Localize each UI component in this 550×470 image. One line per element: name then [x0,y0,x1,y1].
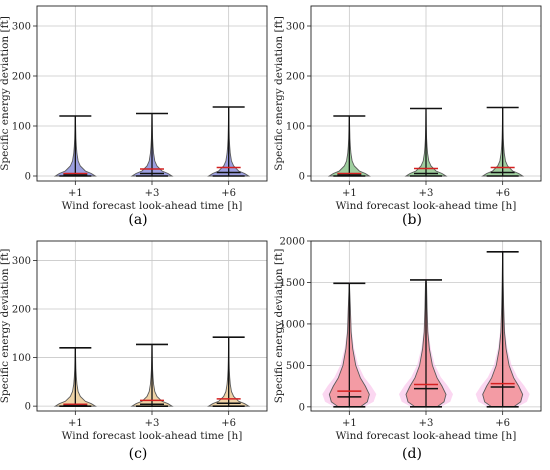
y-tick-label: 0 [299,172,305,183]
panel-caption: (a) [128,212,147,228]
y-axis-label: Specific energy deviation [ft] [0,249,11,404]
y-tick-label: 300 [12,256,31,267]
y-tick-label: 200 [286,72,305,83]
x-tick-label: +3 [145,188,160,199]
y-tick-label: 0 [25,172,31,183]
x-axis-label: Wind forecast look-ahead time [h] [62,200,243,212]
x-tick-label: +3 [145,418,160,429]
x-tick-label: +1 [342,418,357,429]
x-axis-label: Wind forecast look-ahead time [h] [336,430,517,442]
y-tick-label: 200 [12,305,31,316]
panel-caption: (b) [402,212,422,228]
y-tick-label: 2000 [280,237,305,248]
y-tick-label: 300 [12,22,31,33]
x-axis-label: Wind forecast look-ahead time [h] [62,430,243,442]
y-tick-label: 1000 [280,319,305,330]
y-axis-label: Specific energy deviation [ft] [0,16,11,171]
y-tick-label: 0 [299,402,305,413]
y-tick-label: 100 [12,122,31,133]
x-tick-label: +1 [68,188,83,199]
y-tick-label: 200 [12,72,31,83]
y-tick-label: 100 [12,353,31,364]
panel-caption: (c) [129,446,148,462]
x-tick-label: +6 [221,418,236,429]
y-tick-label: 100 [286,122,305,133]
y-tick-label: 0 [25,402,31,413]
x-tick-label: +6 [495,188,510,199]
y-axis-label: Specific energy deviation [ft] [273,249,285,404]
x-tick-label: +3 [419,188,434,199]
x-axis-label: Wind forecast look-ahead time [h] [336,200,517,212]
y-tick-label: 300 [286,22,305,33]
x-tick-label: +1 [342,188,357,199]
y-axis-label: Specific energy deviation [ft] [273,16,285,171]
y-tick-label: 1500 [280,278,305,289]
x-tick-label: +3 [419,418,434,429]
panel-caption: (d) [402,446,422,462]
x-tick-label: +1 [68,418,83,429]
y-tick-label: 500 [286,361,305,372]
x-tick-label: +6 [221,188,236,199]
x-tick-label: +6 [495,418,510,429]
